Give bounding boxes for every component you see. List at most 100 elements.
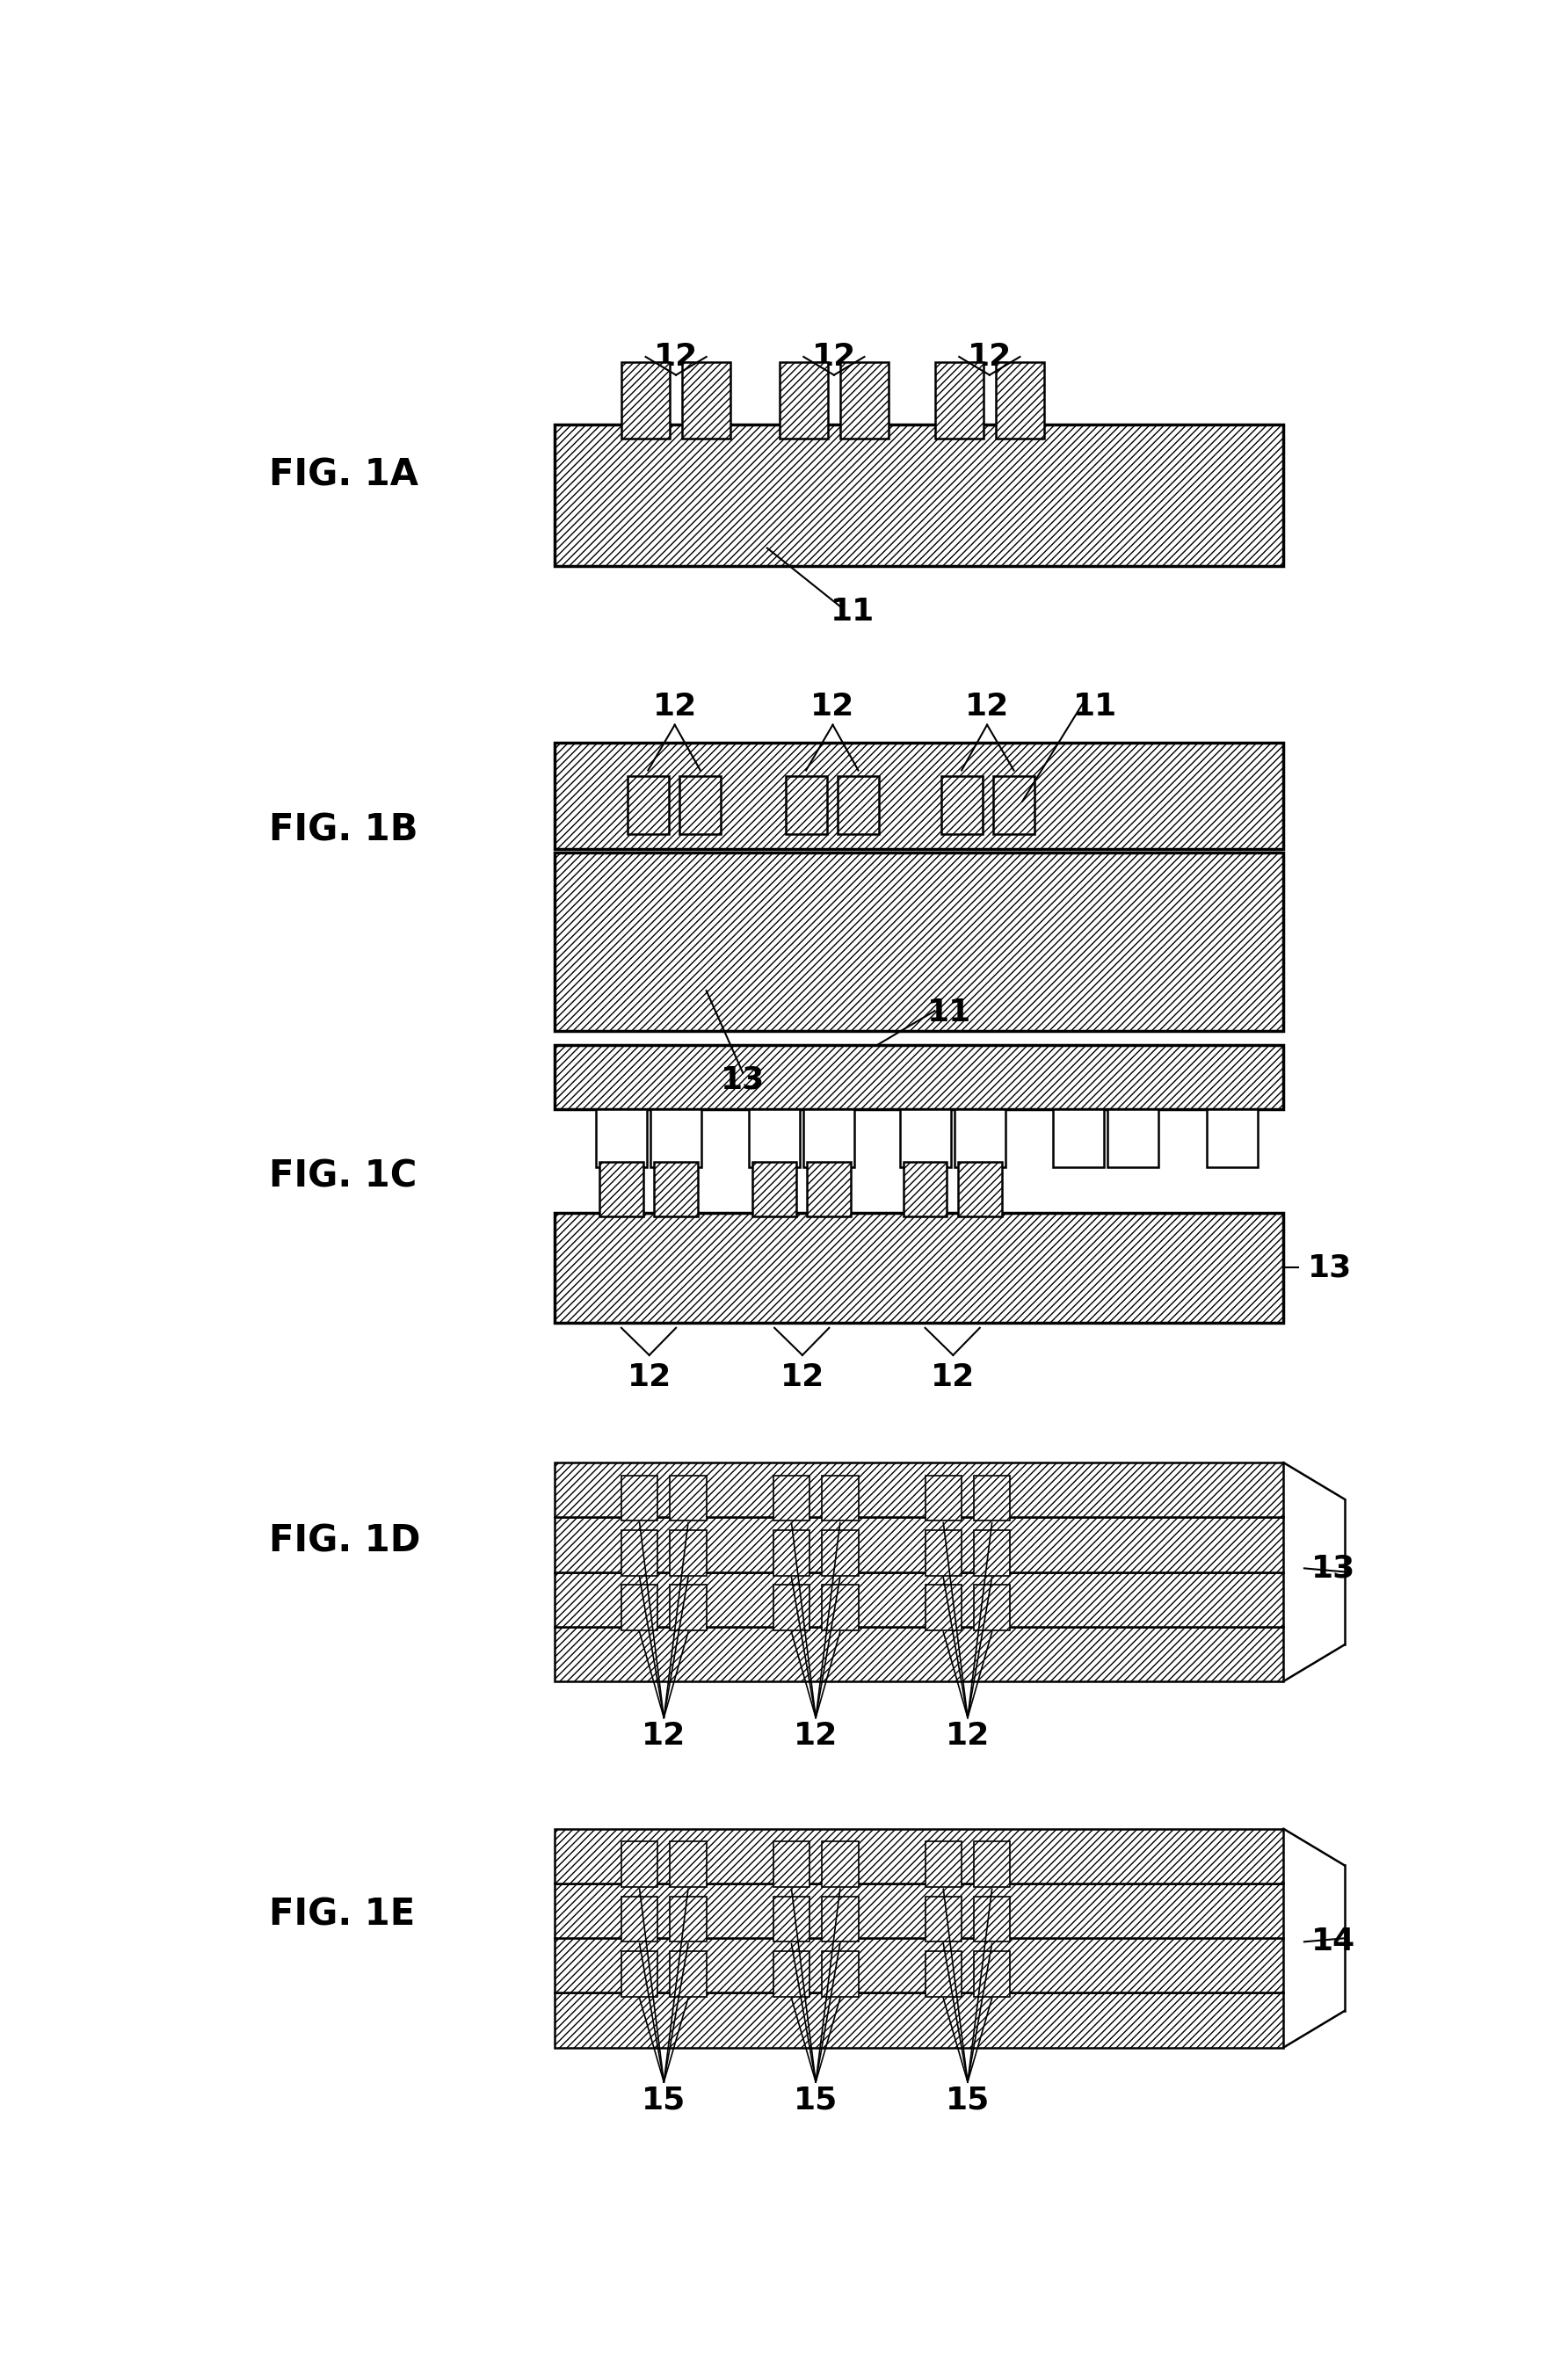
Bar: [555, 1214, 1284, 1323]
Bar: [670, 1531, 707, 1576]
Bar: [555, 1517, 1284, 1571]
Bar: [808, 1162, 851, 1216]
Bar: [621, 1841, 659, 1888]
Bar: [779, 362, 828, 438]
Bar: [621, 362, 670, 438]
Bar: [925, 1531, 961, 1576]
Bar: [621, 1531, 659, 1576]
Bar: [974, 1952, 1010, 1997]
Bar: [955, 1110, 1005, 1166]
Text: 12: 12: [627, 1363, 671, 1391]
Bar: [1107, 1110, 1159, 1166]
Bar: [555, 743, 1284, 849]
Text: 12: 12: [967, 341, 1011, 371]
Text: 15: 15: [946, 2084, 989, 2115]
Bar: [822, 1531, 858, 1576]
Bar: [974, 1476, 1010, 1521]
Bar: [993, 776, 1035, 835]
Text: 12: 12: [964, 691, 1010, 722]
Bar: [900, 1110, 950, 1166]
Bar: [682, 362, 731, 438]
Text: 12: 12: [652, 691, 696, 722]
Bar: [996, 362, 1044, 438]
Text: FIG. 1D: FIG. 1D: [270, 1521, 420, 1559]
Bar: [621, 1476, 659, 1521]
Bar: [773, 1531, 809, 1576]
Bar: [670, 1952, 707, 1997]
Text: FIG. 1A: FIG. 1A: [270, 457, 419, 494]
Bar: [670, 1585, 707, 1630]
Bar: [555, 424, 1284, 565]
Bar: [840, 362, 889, 438]
Text: 12: 12: [811, 691, 855, 722]
Bar: [670, 1895, 707, 1942]
Bar: [670, 1476, 707, 1521]
Text: FIG. 1B: FIG. 1B: [270, 812, 419, 849]
Text: 12: 12: [946, 1720, 989, 1751]
Bar: [670, 1841, 707, 1888]
Bar: [750, 1110, 800, 1166]
Bar: [599, 1162, 643, 1216]
Bar: [822, 1895, 858, 1942]
Bar: [555, 1046, 1284, 1110]
Bar: [651, 1110, 701, 1166]
Bar: [935, 362, 983, 438]
Bar: [627, 776, 668, 835]
Text: 12: 12: [641, 1720, 685, 1751]
Bar: [925, 1585, 961, 1630]
Text: 13: 13: [1311, 1554, 1356, 1583]
Text: 12: 12: [781, 1363, 825, 1391]
Bar: [555, 1625, 1284, 1682]
Bar: [621, 1895, 659, 1942]
Bar: [941, 776, 982, 835]
Text: 11: 11: [1073, 691, 1118, 722]
Bar: [1052, 1110, 1104, 1166]
Text: 12: 12: [654, 341, 698, 371]
Text: 11: 11: [829, 596, 875, 627]
Bar: [804, 1110, 855, 1166]
Bar: [837, 776, 880, 835]
Bar: [555, 1883, 1284, 1938]
Bar: [555, 852, 1284, 1032]
Bar: [773, 1841, 809, 1888]
Text: FIG. 1C: FIG. 1C: [270, 1157, 417, 1195]
Bar: [773, 1585, 809, 1630]
Bar: [773, 1895, 809, 1942]
Bar: [773, 1476, 809, 1521]
Bar: [555, 1938, 1284, 1992]
Bar: [822, 1585, 858, 1630]
Bar: [555, 1571, 1284, 1625]
Text: FIG. 1E: FIG. 1E: [270, 1895, 416, 1933]
Bar: [621, 1952, 659, 1997]
Text: 12: 12: [931, 1363, 975, 1391]
Bar: [654, 1162, 698, 1216]
Bar: [974, 1895, 1010, 1942]
Bar: [925, 1476, 961, 1521]
Bar: [773, 1952, 809, 1997]
Bar: [753, 1162, 797, 1216]
Text: 11: 11: [927, 998, 972, 1027]
Bar: [596, 1110, 648, 1166]
Bar: [974, 1841, 1010, 1888]
Bar: [621, 1585, 659, 1630]
Text: 13: 13: [721, 1065, 765, 1095]
Bar: [822, 1841, 858, 1888]
Text: 15: 15: [641, 2084, 685, 2115]
Bar: [786, 776, 826, 835]
Text: 14: 14: [1311, 1926, 1356, 1957]
Bar: [555, 1829, 1284, 1883]
Text: 13: 13: [1308, 1252, 1352, 1282]
Bar: [925, 1895, 961, 1942]
Bar: [822, 1952, 858, 1997]
Text: 12: 12: [793, 1720, 837, 1751]
Bar: [974, 1531, 1010, 1576]
Bar: [958, 1162, 1002, 1216]
Bar: [555, 1992, 1284, 2047]
Bar: [555, 1462, 1284, 1517]
Bar: [974, 1585, 1010, 1630]
Bar: [925, 1841, 961, 1888]
Bar: [1207, 1110, 1258, 1166]
Bar: [679, 776, 721, 835]
Text: 12: 12: [812, 341, 856, 371]
Text: 15: 15: [793, 2084, 837, 2115]
